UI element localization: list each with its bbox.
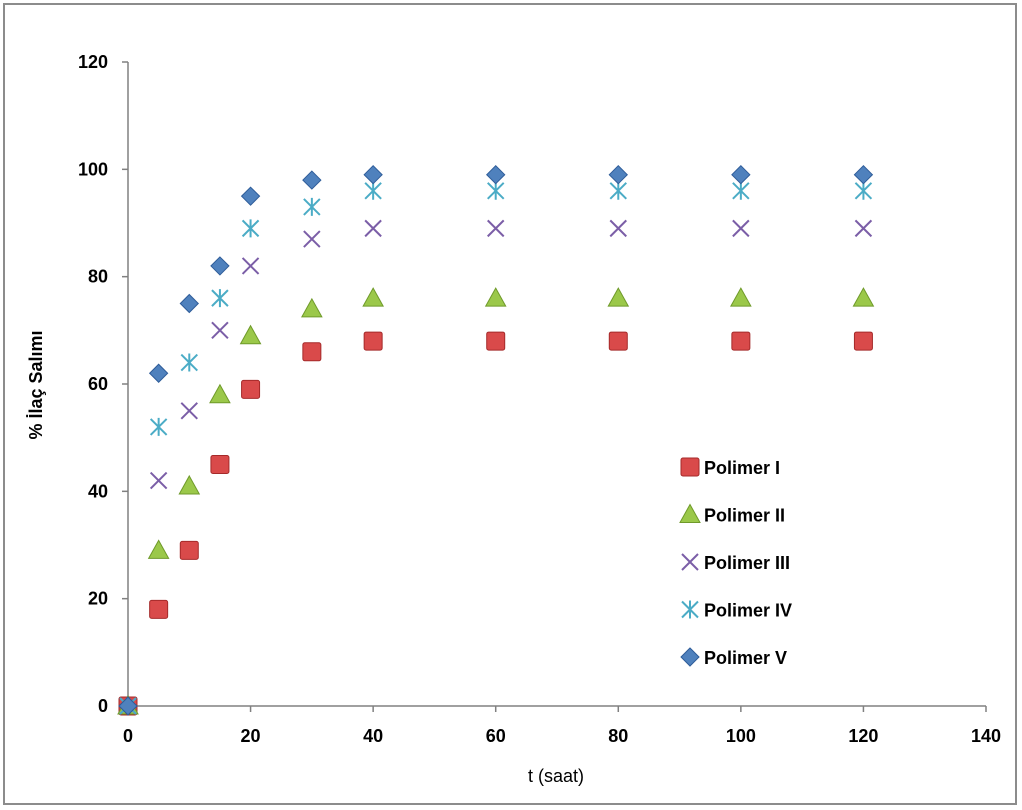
- data-point: [363, 331, 383, 351]
- data-point: [731, 331, 751, 351]
- data-point: [179, 293, 199, 314]
- data-point: [302, 342, 322, 362]
- legend-item: Polimer V: [680, 647, 787, 668]
- data-point: [180, 402, 198, 420]
- x-tick-label: 60: [486, 726, 506, 746]
- data-point: [362, 287, 384, 307]
- y-tick-label: 20: [88, 589, 108, 609]
- y-tick-label: 80: [88, 267, 108, 287]
- x-tick-label: 40: [363, 726, 383, 746]
- legend-item: Polimer I: [680, 457, 780, 478]
- data-point: [731, 164, 751, 185]
- data-point: [607, 287, 630, 307]
- y-tick-label: 40: [88, 481, 108, 501]
- legend-marker: [681, 553, 699, 571]
- x-tick-label: 80: [608, 726, 628, 746]
- data-point: [301, 297, 323, 318]
- legend-marker: [681, 600, 699, 619]
- data-point: [487, 181, 505, 200]
- data-point: [730, 287, 752, 307]
- data-point: [118, 696, 138, 716]
- legend-marker: [680, 647, 700, 667]
- legend-item: Polimer IV: [681, 600, 792, 621]
- data-point: [211, 289, 229, 308]
- data-point: [303, 197, 321, 216]
- data-point: [854, 219, 873, 238]
- data-marks: [117, 164, 875, 716]
- data-point: [364, 219, 382, 238]
- data-point: [732, 181, 750, 200]
- data-point: [852, 287, 875, 307]
- data-point: [149, 417, 168, 436]
- legend-label: Polimer III: [704, 553, 790, 573]
- data-point: [148, 363, 169, 383]
- data-point: [608, 331, 628, 351]
- legend-label: Polimer II: [704, 506, 785, 526]
- data-point: [149, 471, 168, 490]
- y-tick-label: 0: [98, 696, 108, 716]
- data-point: [364, 181, 382, 200]
- data-point: [241, 379, 261, 399]
- data-point: [609, 181, 627, 200]
- data-point: [239, 324, 262, 345]
- y-tick-label: 60: [88, 374, 108, 394]
- data-point: [178, 474, 201, 495]
- data-point: [486, 331, 506, 351]
- legend-label: Polimer V: [704, 648, 787, 668]
- y-axis-title: % İlaç Salımı: [26, 330, 46, 439]
- data-point: [210, 256, 230, 276]
- x-tick-label: 140: [971, 726, 1001, 746]
- data-point: [363, 164, 383, 185]
- data-point: [149, 599, 169, 619]
- data-point: [241, 257, 260, 275]
- legend-label: Polimer I: [704, 458, 780, 478]
- data-point: [732, 219, 750, 238]
- x-axis-title: t (saat): [528, 766, 584, 786]
- data-point: [147, 539, 170, 559]
- legend-label: Polimer IV: [704, 601, 792, 621]
- legend: Polimer I Polimer II Polimer III Polimer IV…: [679, 457, 792, 668]
- axes: 0 20 40 60 80 100 120 0 20 40 60 80 100 120 140: [78, 52, 1001, 746]
- data-point: [302, 170, 322, 190]
- data-point: [209, 383, 231, 404]
- data-point: [241, 219, 260, 238]
- data-point: [853, 331, 873, 351]
- data-point: [608, 164, 628, 185]
- x-tick-label: 100: [726, 726, 756, 746]
- data-point: [303, 230, 321, 248]
- data-point: [240, 186, 261, 206]
- series-5: [118, 164, 874, 716]
- data-point: [180, 353, 198, 372]
- data-point: [484, 287, 507, 307]
- data-point: [486, 164, 506, 185]
- y-tick-label: 120: [78, 52, 108, 72]
- legend-item: Polimer III: [681, 553, 790, 573]
- legend-item: Polimer II: [679, 503, 785, 526]
- y-tick-label: 100: [78, 159, 108, 179]
- data-point: [211, 321, 229, 340]
- data-point: [854, 181, 873, 200]
- x-tick-label: 120: [848, 726, 878, 746]
- legend-marker: [679, 503, 701, 523]
- chart-frame: [3, 3, 1017, 805]
- series-4: [119, 181, 873, 715]
- data-point: [609, 219, 627, 238]
- data-point: [179, 540, 199, 560]
- x-tick-label: 20: [241, 726, 261, 746]
- x-tick-label: 0: [123, 726, 133, 746]
- data-point: [853, 164, 874, 185]
- legend-marker: [680, 457, 700, 477]
- data-point: [487, 219, 505, 238]
- data-point: [210, 455, 230, 474]
